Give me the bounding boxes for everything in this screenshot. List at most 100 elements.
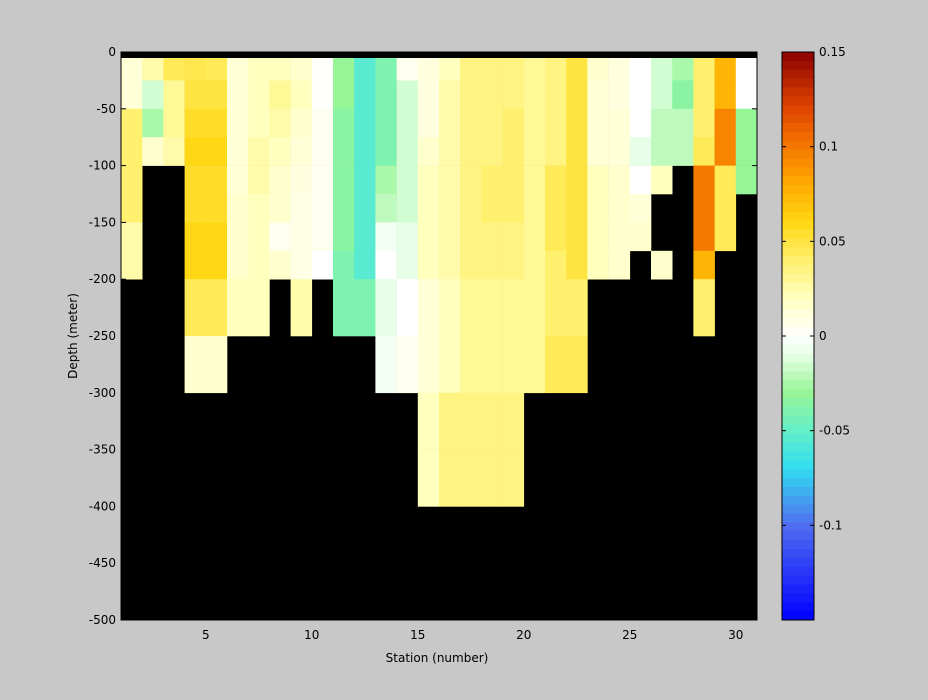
colorbar-step [782,398,814,408]
heatmap-cell [269,108,291,138]
heatmap-cell [608,222,631,252]
heatmap-cell [693,80,715,110]
heatmap-cell [417,449,440,507]
heatmap-cell [608,194,631,223]
colorbar-tick-label: -0.1 [819,518,842,532]
heatmap-cell [311,222,334,252]
colorbar-step [782,549,814,559]
heatmap-cell [142,108,164,138]
colorbar-step [782,149,814,159]
heatmap-cell [481,336,503,394]
y-tick-label: -350 [89,443,116,457]
heatmap-cell [439,108,461,138]
heatmap-cell [205,194,228,223]
heatmap-cell [396,222,419,252]
heatmap-cell [629,137,652,166]
heatmap-cell [311,108,334,138]
heatmap-cell [502,108,525,138]
heatmap-cell [566,250,588,280]
heatmap-cell [629,194,652,223]
heatmap-cell [460,137,482,166]
colorbar-step [782,602,814,612]
heatmap-cell [375,336,397,394]
heatmap-cell [227,80,249,110]
colorbar-step [782,229,814,239]
heatmap-cell [693,279,715,337]
heatmap-cell [227,222,249,252]
colorbar-step [782,167,814,177]
heatmap-cell [439,137,461,166]
heatmap-cell [333,279,355,337]
heatmap-cell [735,57,758,81]
colorbar-step [782,273,814,284]
heatmap-cell [672,57,694,81]
heatmap-cell [481,250,503,280]
heatmap-cell [693,194,715,223]
heatmap-cell [566,80,588,110]
heatmap-cell [587,222,609,252]
heatmap-cell [566,194,588,223]
heatmap-cell [460,80,482,110]
heatmap-cell [545,250,567,280]
colorbar-step [782,256,814,266]
heatmap-cell [184,336,207,394]
heatmap-cell [460,222,482,252]
heatmap-cell [184,194,207,223]
heatmap-cell [269,165,291,195]
heatmap-cell [354,250,376,280]
heatmap-cell [608,57,631,81]
heatmap-cell [269,137,291,166]
heatmap-cell [354,165,376,195]
x-tick-label: 20 [516,628,531,642]
heatmap-cell [375,108,397,138]
heatmap-cell [417,165,440,195]
colorbar-step [782,105,814,115]
heatmap-cell [481,57,503,81]
y-axis: 0 -50 -100 -150 -200 -250 -300 -350 -400 -450 -500 [89,45,757,627]
heatmap-cell [439,392,461,450]
heatmap-cell [693,165,715,195]
heatmap-cell [121,194,143,223]
colorbar-step [782,114,814,124]
x-tick-label: 30 [728,628,743,642]
colorbar-step [782,327,814,337]
heatmap-cell [523,137,546,166]
heatmap-cell [629,80,652,110]
heatmap-cell [523,165,546,195]
heatmap-cell [714,194,737,223]
heatmap-cell [396,108,419,138]
heatmap-cell [439,57,461,81]
heatmap-cell [269,194,291,223]
colorbar-step [782,362,814,372]
heatmap-cell [502,80,525,110]
heatmap-cell [608,250,631,280]
colorbar-tick-label: 0.05 [819,234,846,248]
colorbar-step [782,540,814,550]
heatmap-cell [481,108,503,138]
heatmap-cell [439,336,461,394]
colorbar-step [782,611,814,621]
colorbar-step [782,522,814,532]
heatmap-cell [714,222,737,252]
heatmap-cell [417,137,440,166]
heatmap-cell [523,250,546,280]
heatmap-cell [396,57,419,81]
colorbar-step [782,415,814,426]
heatmap-cell [417,336,440,394]
heatmap-cell [693,108,715,138]
y-tick-label: -100 [89,159,116,173]
heatmap-cell [396,137,419,166]
x-tick-label: 5 [202,628,210,642]
colorbar-tick-label: 0 [819,329,827,343]
heatmap-cell [502,194,525,223]
heatmap-cell [269,222,291,252]
heatmap-cell [735,108,758,138]
colorbar-step [782,504,814,514]
heatmap-cell [121,250,143,280]
heatmap-cell [417,392,440,450]
heatmap-cell [460,57,482,81]
heatmap-cell [672,80,694,110]
heatmap-cell [396,194,419,223]
heatmap-cell [545,80,567,110]
